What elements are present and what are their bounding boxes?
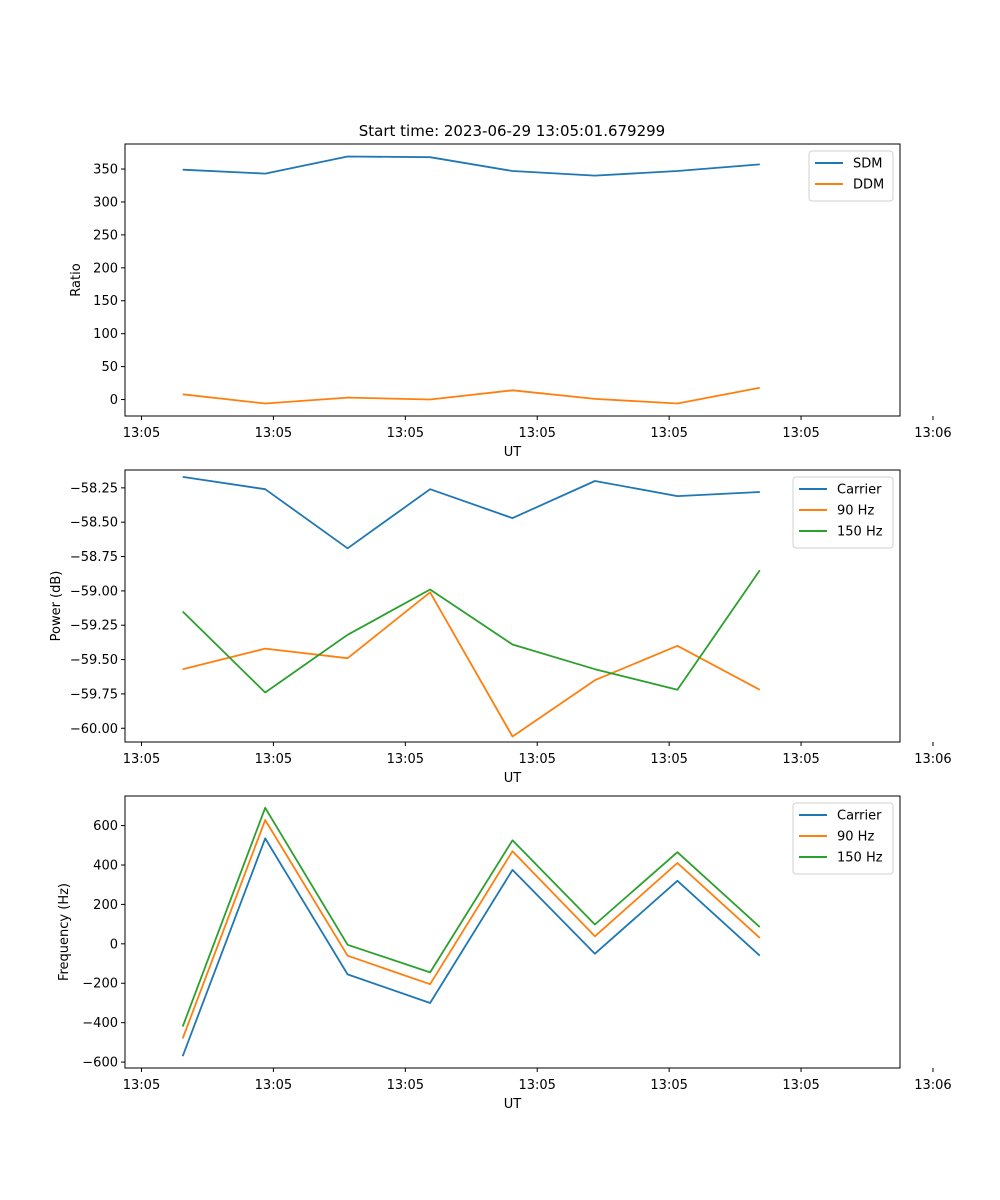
y-tick-label: 200: [93, 898, 118, 913]
y-tick-label: −60.00: [70, 722, 118, 737]
series-line-carrier: [182, 476, 760, 550]
legend-label: DDM: [853, 178, 884, 193]
y-axis-label: Power (dB): [49, 571, 64, 642]
x-axis-label: UT: [504, 445, 522, 460]
y-tick-label: −58.50: [70, 516, 118, 531]
legend: Carrier 90 Hz 150 Hz: [792, 476, 894, 549]
y-tick-label: −59.75: [70, 687, 118, 702]
x-tick-label: 13:05: [782, 426, 819, 441]
panel-2: −60.00 −59.75 −59.50 −59.25 −59.00 −58.75 −58.…: [49, 469, 952, 786]
x-tick-label: 13:05: [650, 1078, 687, 1093]
y-tick-label: −59.25: [70, 619, 118, 634]
series-line-sdm: [182, 155, 760, 177]
series-line-150-hz: [182, 569, 761, 694]
series-line-carrier: [181, 837, 761, 1057]
x-tick-label: 13:05: [255, 1078, 292, 1093]
x-tick-label: 13:05: [123, 1078, 160, 1093]
legend: SDM DDM: [808, 150, 894, 202]
y-tick-label: −59.50: [70, 653, 118, 668]
y-tick-label: 600: [93, 819, 118, 834]
y-axis-label: Ratio: [69, 263, 84, 296]
y-tick-label: 150: [93, 294, 118, 309]
y-tick-label: 350: [93, 163, 118, 178]
series-line-ddm: [182, 386, 760, 405]
axes-frame: [124, 143, 901, 417]
x-tick-label: 13:05: [123, 426, 160, 441]
y-tick-label: −58.25: [70, 481, 118, 496]
x-tick-label: 13:06: [914, 1078, 951, 1093]
y-tick-label: 0: [110, 937, 118, 952]
x-tick-label: 13:05: [255, 426, 292, 441]
y-tick-label: −59.00: [70, 584, 118, 599]
y-tick-label: 0: [110, 393, 118, 408]
panels: 0 50 100 150 200 250 300 350 13:05 13:05 13:05 13:0…: [49, 143, 952, 1112]
x-tick-label: 13:05: [782, 1078, 819, 1093]
x-tick-label: 13:05: [518, 1078, 555, 1093]
y-tick-label: 100: [93, 327, 118, 342]
x-tick-label: 13:05: [387, 752, 424, 767]
x-tick-label: 13:06: [914, 426, 951, 441]
x-tick-label: 13:05: [782, 752, 819, 767]
axes-frame: [124, 795, 901, 1069]
x-tick-label: 13:05: [387, 1078, 424, 1093]
figure-title: Start time: 2023-06-29 13:05:01.679299: [359, 122, 665, 140]
y-tick-label: −58.75: [70, 550, 118, 565]
panel-3: −600 −400 −200 0 200 400 600 13:05 13:05 13:05 13:…: [57, 795, 952, 1112]
y-tick-label: −400: [82, 1016, 118, 1031]
panel-1: 0 50 100 150 200 250 300 350 13:05 13:05 13:05 13:0…: [69, 143, 952, 460]
series-line-90-hz: [181, 819, 761, 1039]
x-tick-label: 13:05: [123, 752, 160, 767]
x-tick-label: 13:05: [650, 752, 687, 767]
legend: Carrier 90 Hz 150 Hz: [792, 802, 894, 875]
x-axis-label: UT: [504, 771, 522, 786]
y-tick-label: 300: [93, 195, 118, 210]
y-tick-label: 50: [101, 360, 118, 375]
legend-label: SDM: [853, 157, 882, 172]
axes-frame: [124, 469, 901, 743]
y-tick-label: 250: [93, 228, 118, 243]
legend-label: Carrier: [837, 809, 882, 824]
legend-label: 90 Hz: [837, 830, 874, 845]
y-axis-label: Frequency (Hz): [57, 883, 72, 981]
legend-label: 150 Hz: [837, 525, 883, 540]
x-tick-label: 13:05: [518, 426, 555, 441]
series-line-90-hz: [182, 591, 761, 738]
series-line-150-hz: [181, 806, 761, 1027]
y-tick-label: −600: [82, 1056, 118, 1071]
legend-label: Carrier: [837, 483, 882, 498]
x-tick-label: 13:05: [650, 426, 687, 441]
x-tick-label: 13:05: [387, 426, 424, 441]
x-axis-label: UT: [504, 1097, 522, 1112]
y-tick-label: −200: [82, 977, 118, 992]
y-tick-label: 400: [93, 858, 118, 873]
y-tick-label: 200: [93, 261, 118, 276]
x-tick-label: 13:05: [255, 752, 292, 767]
legend-label: 90 Hz: [837, 504, 874, 519]
x-tick-label: 13:06: [914, 752, 951, 767]
legend-label: 150 Hz: [837, 851, 883, 866]
x-tick-label: 13:05: [518, 752, 555, 767]
